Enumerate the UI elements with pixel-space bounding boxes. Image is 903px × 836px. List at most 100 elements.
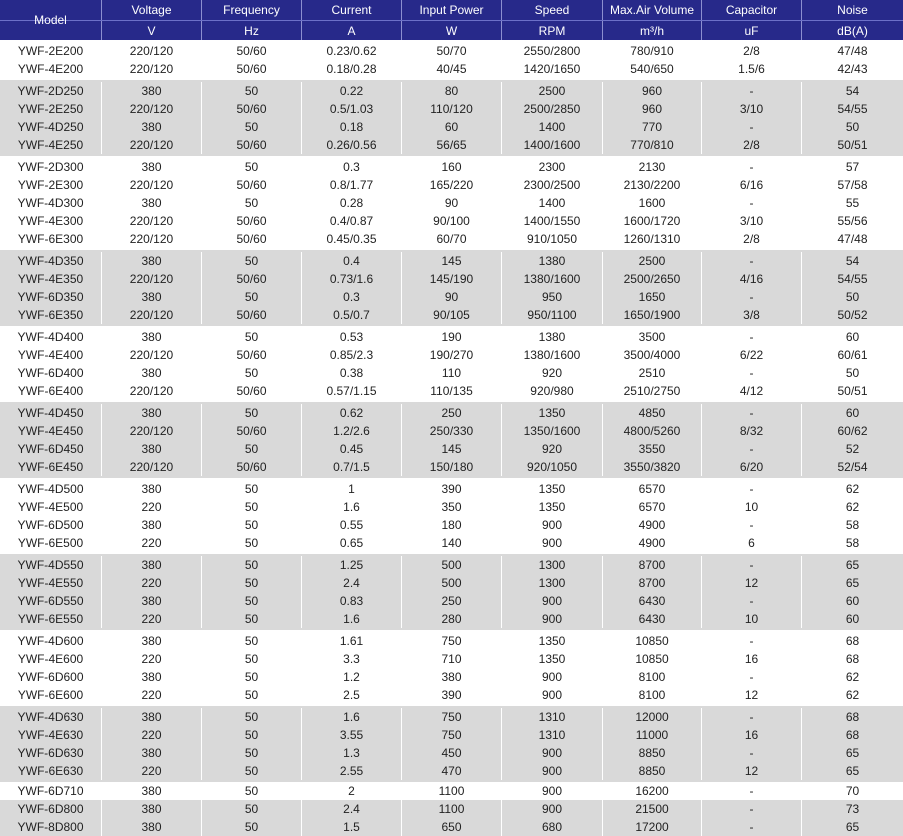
- cell-input-power: 180: [401, 516, 501, 534]
- cell-voltage: 380: [101, 118, 201, 136]
- cell-speed: 2300: [501, 158, 602, 176]
- cell-air-volume: 2130/2200: [602, 176, 701, 194]
- table-row: YWF-6E500 220 50 0.65 140 900 4900 6 58: [0, 534, 903, 552]
- cell-input-power: 650: [401, 818, 501, 836]
- cell-input-power: 90/105: [401, 306, 501, 324]
- cell-air-volume: 17200: [602, 818, 701, 836]
- cell-current: 1: [301, 480, 401, 498]
- cell-current: 2.5: [301, 686, 401, 704]
- cell-speed: 900: [501, 668, 602, 686]
- cell-noise: 68: [801, 726, 903, 744]
- cell-input-power: 40/45: [401, 60, 501, 78]
- cell-input-power: 500: [401, 574, 501, 592]
- cell-speed: 920: [501, 440, 602, 458]
- cell-air-volume: 8700: [602, 574, 701, 592]
- cell-voltage: 220/120: [101, 306, 201, 324]
- row-group: YWF-4D400 380 50 0.53 190 1380 3500-60 YWF-4E40…: [0, 326, 903, 402]
- cell-input-power: 190/270: [401, 346, 501, 364]
- cell-speed: 900: [501, 762, 602, 780]
- cell-frequency: 50: [201, 556, 301, 574]
- cell-speed: 1380: [501, 328, 602, 346]
- cell-frequency: 50: [201, 708, 301, 726]
- cell-air-volume: 960: [602, 100, 701, 118]
- cell-capacitor: 4/12: [701, 382, 801, 400]
- cell-input-power: 250: [401, 592, 501, 610]
- cell-voltage: 220: [101, 534, 201, 552]
- cell-noise: 54/55: [801, 270, 903, 288]
- table-row: YWF-6E630 220 50 2.55 470 900 8850 12 65: [0, 762, 903, 780]
- cell-capacitor: -: [701, 440, 801, 458]
- cell-input-power: 80: [401, 82, 501, 100]
- cell-speed: 1380: [501, 252, 602, 270]
- cell-speed: 900: [501, 686, 602, 704]
- cell-air-volume: 780/910: [602, 42, 701, 60]
- row-group: YWF-4D550 380 50 1.25 500 1300 8700-65 YWF-4E55…: [0, 554, 903, 630]
- cell-air-volume: 10850: [602, 632, 701, 650]
- cell-noise: 47/48: [801, 42, 903, 60]
- cell-voltage: 220/120: [101, 270, 201, 288]
- cell-current: 0.45/0.35: [301, 230, 401, 248]
- cell-noise: 50: [801, 118, 903, 136]
- header-label: Voltage: [101, 0, 201, 20]
- cell-voltage: 380: [101, 556, 201, 574]
- cell-model: YWF-4D300: [17, 196, 84, 210]
- cell-speed: 1380/1600: [501, 346, 602, 364]
- cell-speed: 1400: [501, 118, 602, 136]
- cell-air-volume: 1650: [602, 288, 701, 306]
- cell-noise: 68: [801, 650, 903, 668]
- cell-input-power: 110/120: [401, 100, 501, 118]
- cell-frequency: 50: [201, 592, 301, 610]
- cell-current: 0.57/1.15: [301, 382, 401, 400]
- cell-speed: 1400/1600: [501, 136, 602, 154]
- cell-capacitor: -: [701, 632, 801, 650]
- cell-frequency: 50: [201, 782, 301, 800]
- cell-noise: 73: [801, 800, 903, 818]
- cell-air-volume: 2130: [602, 158, 701, 176]
- cell-capacitor: -: [701, 818, 801, 836]
- cell-current: 0.22: [301, 82, 401, 100]
- cell-current: 3.55: [301, 726, 401, 744]
- cell-voltage: 380: [101, 194, 201, 212]
- cell-air-volume: 8700: [602, 556, 701, 574]
- cell-voltage: 380: [101, 288, 201, 306]
- cell-air-volume: 1260/1310: [602, 230, 701, 248]
- cell-capacitor: 12: [701, 762, 801, 780]
- cell-noise: 62: [801, 480, 903, 498]
- cell-model: YWF-6E400: [17, 384, 84, 398]
- cell-current: 0.73/1.6: [301, 270, 401, 288]
- cell-frequency: 50: [201, 404, 301, 422]
- cell-noise: 47/48: [801, 230, 903, 248]
- cell-model: YWF-4E630: [17, 728, 84, 742]
- cell-speed: 1380/1600: [501, 270, 602, 288]
- cell-current: 2.55: [301, 762, 401, 780]
- cell-noise: 52: [801, 440, 903, 458]
- cell-capacitor: -: [701, 194, 801, 212]
- table-row: YWF-4D630 380 50 1.6 750 1310 12000-68: [0, 708, 903, 726]
- cell-frequency: 50: [201, 574, 301, 592]
- table-row: YWF-4D500 380 50 1 390 1350 6570-62: [0, 480, 903, 498]
- header-unit: dB(A): [801, 21, 903, 40]
- cell-speed: 1400/1550: [501, 212, 602, 230]
- cell-air-volume: 2510: [602, 364, 701, 382]
- cell-model: YWF-4D600: [17, 634, 84, 648]
- cell-input-power: 190: [401, 328, 501, 346]
- cell-noise: 50/51: [801, 136, 903, 154]
- cell-speed: 1310: [501, 726, 602, 744]
- cell-voltage: 380: [101, 632, 201, 650]
- cell-capacitor: -: [701, 516, 801, 534]
- cell-input-power: 1100: [401, 782, 501, 800]
- cell-input-power: 60/70: [401, 230, 501, 248]
- cell-model: YWF-6D550: [17, 594, 84, 608]
- cell-air-volume: 4900: [602, 516, 701, 534]
- cell-capacitor: -: [701, 364, 801, 382]
- cell-frequency: 50: [201, 328, 301, 346]
- cell-model: YWF-4D350: [17, 254, 84, 268]
- cell-input-power: 450: [401, 744, 501, 762]
- table-row: YWF-2E300 220/120 50/60 0.8/1.77 165/220 2300…: [0, 176, 903, 194]
- cell-capacitor: 2/8: [701, 230, 801, 248]
- row-group: YWF-2D300 380 50 0.3 160 2300 2130-57 YWF-2E300…: [0, 156, 903, 250]
- cell-speed: 1350: [501, 650, 602, 668]
- cell-input-power: 50/70: [401, 42, 501, 60]
- cell-air-volume: 3550: [602, 440, 701, 458]
- cell-capacitor: 2/8: [701, 42, 801, 60]
